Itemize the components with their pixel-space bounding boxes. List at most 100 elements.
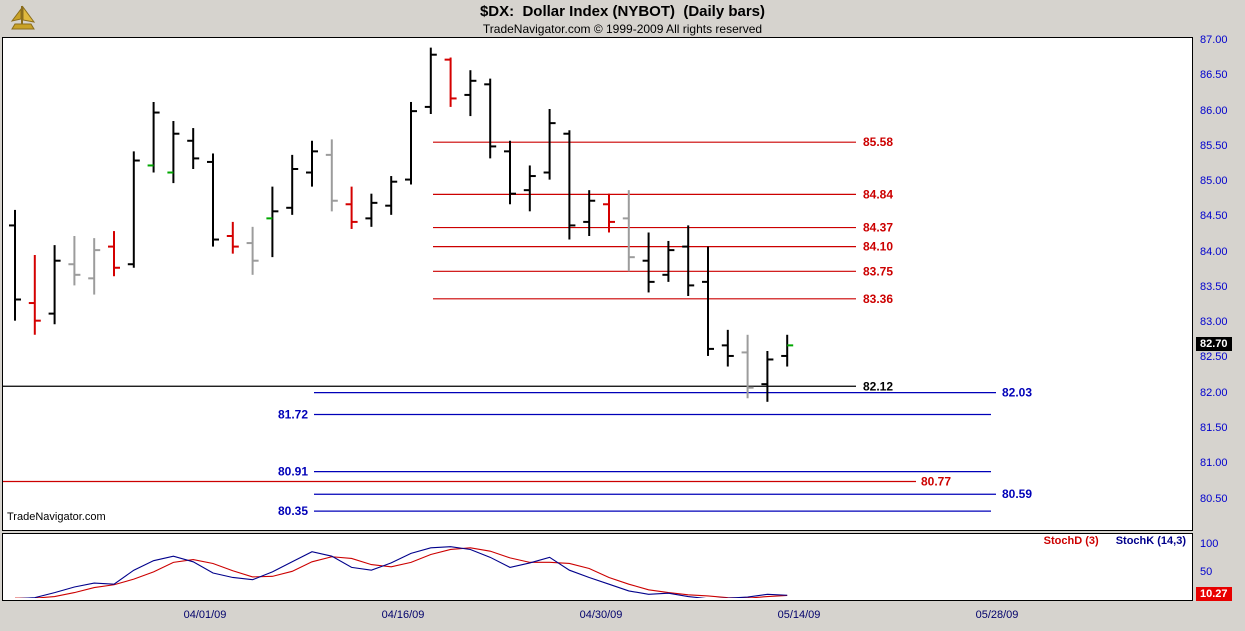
ohlc-bar xyxy=(246,226,259,275)
level-line-82.03: 82.03 xyxy=(314,386,1032,400)
stoch-axis-label: 100 xyxy=(1200,538,1219,550)
ohlc-bar xyxy=(226,221,239,254)
level-line-label: 81.72 xyxy=(278,408,308,422)
stochk-line xyxy=(18,546,788,598)
level-line-label: 84.10 xyxy=(863,240,893,254)
ohlc-bar xyxy=(781,334,794,367)
ohlc-bar xyxy=(108,231,120,277)
level-line-label: 85.58 xyxy=(863,135,893,149)
ohlc-bar xyxy=(207,153,219,247)
price-axis-label: 87.00 xyxy=(1200,34,1228,46)
ohlc-bar xyxy=(563,130,576,240)
price-axis-label: 86.00 xyxy=(1200,104,1228,117)
price-chart-panel[interactable]: 85.58 84.84 84.37 84.10 83.75 83.36 82.12 82.03… xyxy=(2,37,1193,531)
price-axis-label: 84.50 xyxy=(1200,210,1228,223)
price-axis-label: 82.00 xyxy=(1200,386,1228,399)
ohlc-bar xyxy=(603,193,615,233)
ohlc-bar xyxy=(48,245,61,325)
level-line-84.10: 84.10 xyxy=(433,240,893,254)
ohlc-bar xyxy=(345,186,358,229)
ohlc-bar xyxy=(504,140,516,205)
ohlc-bar xyxy=(721,329,734,367)
price-axis-label: 80.50 xyxy=(1200,492,1228,505)
ohlc-bar xyxy=(9,209,21,321)
level-line-label: 80.59 xyxy=(1002,487,1032,501)
ohlc-bar xyxy=(702,246,714,356)
date-axis-label: 05/28/09 xyxy=(975,609,1019,621)
level-line-80.35: 80.35 xyxy=(278,504,991,518)
chart-title: $DX: Dollar Index (NYBOT) (Daily bars) xyxy=(479,3,766,20)
ohlc-bar xyxy=(167,121,180,184)
price-axis-label: 83.00 xyxy=(1200,316,1228,329)
level-line-85.58: 85.58 xyxy=(433,135,893,149)
current-price-badge: 82.70 xyxy=(1196,337,1232,351)
stochd-legend: StochD (3) xyxy=(1043,535,1099,547)
level-line-label: 82.03 xyxy=(1002,386,1032,400)
copyright-subtitle: TradeNavigator.com © 1999-2009 All right… xyxy=(482,22,763,36)
level-line-80.77: 80.77 xyxy=(3,475,951,489)
stoch-axis-label: 50 xyxy=(1200,566,1213,578)
price-axis: 82.70 10.27 87.00 86.50 86.00 85.50 85.00 84.… xyxy=(1196,0,1245,631)
ohlc-bar xyxy=(147,101,160,173)
price-axis-label: 83.50 xyxy=(1200,280,1228,293)
price-axis-label: 84.00 xyxy=(1200,245,1228,258)
ohlc-bar xyxy=(365,193,378,227)
ohlc-bar xyxy=(642,232,655,293)
ohlc-bar xyxy=(68,236,81,286)
level-line-83.75: 83.75 xyxy=(433,264,893,278)
level-line-83.36: 83.36 xyxy=(433,292,893,306)
ohlc-bar xyxy=(385,176,398,215)
ohlc-bar xyxy=(761,351,774,402)
level-line-label: 83.75 xyxy=(863,264,893,278)
level-line-84.37: 84.37 xyxy=(433,221,893,235)
ohlc-bar xyxy=(306,140,318,187)
indicator-legend: StochD (3) StochK (14,3) xyxy=(1030,535,1186,547)
ohlc-bar xyxy=(682,225,695,296)
level-line-80.59: 80.59 xyxy=(314,487,1032,501)
ohlc-bar xyxy=(444,57,457,107)
level-line-80.91: 80.91 xyxy=(278,465,991,479)
level-line-81.72: 81.72 xyxy=(278,408,991,422)
level-line-label: 84.84 xyxy=(863,187,893,201)
ohlc-bar xyxy=(622,190,635,272)
ohlc-bar xyxy=(325,139,338,212)
price-axis-label: 81.00 xyxy=(1200,457,1228,470)
level-line-label: 80.35 xyxy=(278,504,308,518)
price-axis-label: 86.50 xyxy=(1200,69,1228,82)
price-axis-label: 81.50 xyxy=(1200,422,1228,435)
ohlc-bar xyxy=(424,47,437,114)
level-line-82.12: 82.12 xyxy=(3,379,893,393)
price-axis-label: 82.50 xyxy=(1200,351,1228,364)
level-line-label: 80.77 xyxy=(921,475,951,489)
tradenavigator-logo-icon xyxy=(10,5,36,30)
ohlc-bar xyxy=(286,154,299,215)
stochd-line xyxy=(15,547,788,598)
ohlc-bar xyxy=(741,334,754,399)
price-axis-label: 85.00 xyxy=(1200,175,1228,188)
price-axis-label: 85.50 xyxy=(1200,139,1228,152)
date-axis-label: 04/01/09 xyxy=(183,609,227,621)
level-line-label: 82.12 xyxy=(863,379,893,393)
ohlc-bar xyxy=(405,101,417,185)
date-axis-label: 04/30/09 xyxy=(579,609,623,621)
ohlc-bar xyxy=(187,128,200,169)
ohlc-bar xyxy=(464,70,477,117)
stochastic-chart[interactable] xyxy=(3,534,1190,598)
ohlc-bar xyxy=(266,186,279,258)
ohlc-bar xyxy=(88,238,101,295)
ohlc-bar xyxy=(662,240,675,282)
stochk-legend: StochK (14,3) xyxy=(1115,535,1186,547)
stochastic-panel[interactable]: StochD (3) StochK (14,3) xyxy=(2,533,1193,601)
stoch-value-badge: 10.27 xyxy=(1196,587,1232,601)
date-axis-label: 05/14/09 xyxy=(777,609,821,621)
level-line-label: 83.36 xyxy=(863,292,893,306)
date-axis-label: 04/16/09 xyxy=(381,609,425,621)
ohlc-bar xyxy=(127,151,140,268)
ohlc-bar xyxy=(583,190,596,237)
date-axis: 04/01/09 04/16/09 04/30/09 05/14/09 05/28/09 xyxy=(0,601,1245,631)
level-line-84.84: 84.84 xyxy=(433,187,893,201)
ohlc-bar xyxy=(543,109,556,180)
level-line-label: 84.37 xyxy=(863,221,893,235)
price-chart[interactable]: 85.58 84.84 84.37 84.10 83.75 83.36 82.12 82.03… xyxy=(3,38,1192,530)
